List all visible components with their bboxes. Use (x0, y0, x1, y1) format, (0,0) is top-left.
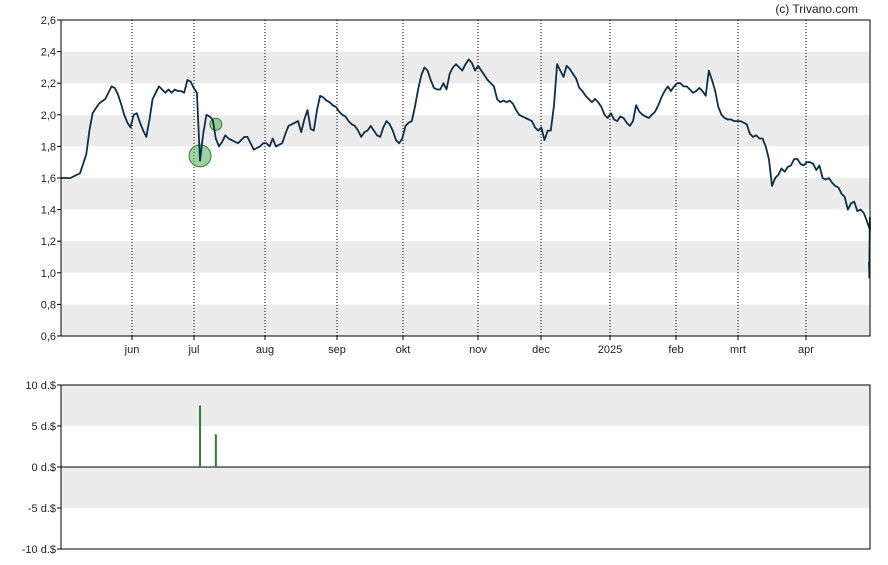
price-y-tick-label: 2,6 (41, 15, 56, 27)
price-x-ticks: jun jul aug sep okt nov dec 2025 feb mrt apr (124, 336, 814, 356)
price-x-tick-label: apr (798, 344, 814, 356)
dividend-bands (61, 385, 870, 508)
price-y-tick-label: 1,8 (41, 141, 56, 153)
price-line (61, 58, 871, 279)
dividend-panel: 10 d.$ 5 d.$ 0 d.$ -5 d.$ -10 d.$ (22, 380, 871, 556)
price-band (61, 241, 870, 273)
dividend-y-tick-label: -5 d.$ (28, 503, 56, 515)
dividend-band (61, 385, 870, 426)
credit-text: (c) Trivano.com (775, 2, 858, 16)
dividend-band (61, 467, 870, 508)
dividend-marker-small (209, 117, 223, 131)
dividend-y-tick-label: 10 d.$ (25, 380, 56, 392)
price-x-tick-label: 2025 (598, 344, 622, 356)
dividend-bars (199, 405, 217, 467)
price-y-tick-label: 0,8 (41, 299, 56, 311)
price-y-tick-label: 1,0 (41, 268, 56, 280)
price-y-tick-label: 1,4 (41, 205, 56, 217)
price-x-tick-label: sep (328, 344, 346, 356)
dividend-y-tick-label: -10 d.$ (22, 544, 56, 556)
price-band (61, 51, 870, 84)
price-x-tick-label: okt (396, 344, 411, 356)
price-band (61, 114, 870, 147)
price-band (61, 304, 870, 336)
price-y-tick-label: 1,6 (41, 173, 56, 185)
price-frame (60, 19, 871, 337)
price-x-tick-label: dec (532, 344, 550, 356)
price-bands (61, 51, 870, 336)
price-y-ticks: 2,6 2,4 2,2 2,0 1,8 1,6 1,4 1,2 1,0 0,8 0,6 (41, 15, 61, 343)
price-x-tick-label: nov (469, 344, 487, 356)
price-x-tick-label: aug (256, 344, 274, 356)
price-band (61, 178, 870, 210)
price-x-tick-label: mrt (730, 344, 746, 356)
price-y-tick-label: 2,0 (41, 110, 56, 122)
price-x-tick-label: jul (187, 344, 199, 356)
price-y-tick-label: 0,6 (41, 331, 56, 343)
dividend-frame (60, 384, 871, 550)
dividend-y-ticks: 10 d.$ 5 d.$ 0 d.$ -5 d.$ -10 d.$ (22, 380, 61, 556)
price-y-tick-label: 1,2 (41, 236, 56, 248)
price-x-tick-label: feb (668, 344, 683, 356)
price-panel: 2,6 2,4 2,2 2,0 1,8 1,6 1,4 1,2 1,0 0,8 0,6 jun jul… (41, 15, 871, 356)
price-x-tick-label: jun (124, 344, 140, 356)
price-y-tick-label: 2,2 (41, 78, 56, 90)
dividend-y-tick-label: 0 d.$ (32, 462, 56, 474)
dividend-y-tick-label: 5 d.$ (32, 421, 56, 433)
price-y-tick-label: 2,4 (41, 47, 56, 59)
